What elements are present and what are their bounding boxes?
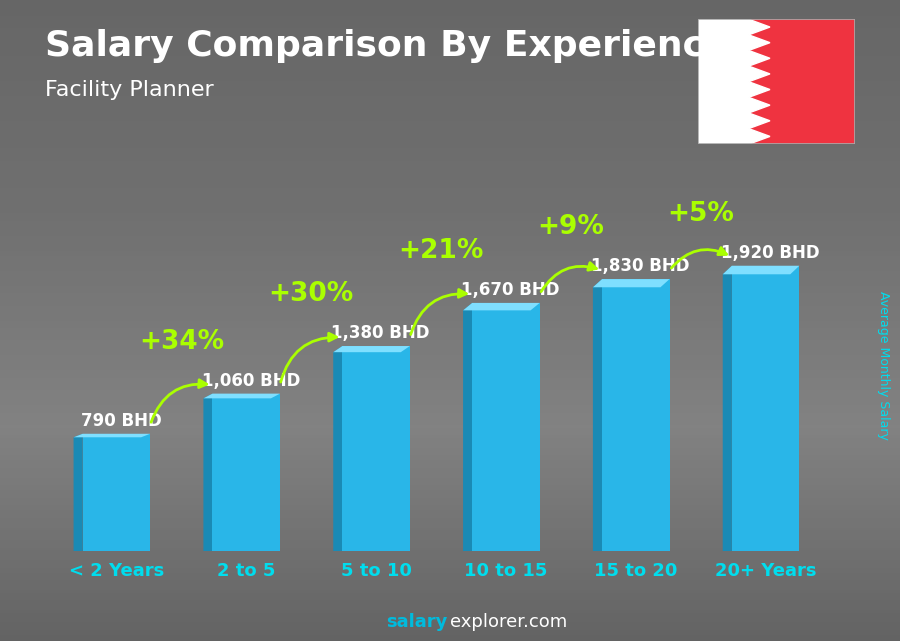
Polygon shape bbox=[203, 394, 280, 398]
Polygon shape bbox=[74, 434, 83, 551]
Polygon shape bbox=[464, 303, 472, 551]
Polygon shape bbox=[333, 346, 342, 551]
Polygon shape bbox=[723, 266, 732, 551]
Polygon shape bbox=[749, 51, 770, 66]
Bar bbox=[732, 266, 799, 551]
Polygon shape bbox=[74, 434, 150, 437]
Text: +34%: +34% bbox=[139, 329, 224, 355]
Polygon shape bbox=[464, 303, 540, 310]
Polygon shape bbox=[593, 279, 602, 551]
Polygon shape bbox=[749, 35, 770, 51]
Bar bbox=[212, 394, 280, 551]
Bar bbox=[83, 434, 150, 551]
Text: salary: salary bbox=[386, 613, 447, 631]
Text: 1,380 BHD: 1,380 BHD bbox=[331, 324, 430, 342]
Polygon shape bbox=[203, 394, 212, 551]
Bar bbox=[602, 279, 670, 551]
Text: 1,830 BHD: 1,830 BHD bbox=[591, 258, 689, 276]
Text: 1,920 BHD: 1,920 BHD bbox=[721, 244, 819, 262]
Text: +5%: +5% bbox=[667, 201, 734, 227]
Polygon shape bbox=[749, 129, 770, 144]
Polygon shape bbox=[723, 266, 799, 274]
Text: +9%: +9% bbox=[537, 215, 604, 240]
Polygon shape bbox=[333, 346, 410, 352]
Bar bbox=[698, 19, 749, 144]
Text: explorer.com: explorer.com bbox=[450, 613, 567, 631]
Polygon shape bbox=[749, 97, 770, 113]
Text: +21%: +21% bbox=[399, 238, 483, 264]
Text: Salary Comparison By Experience: Salary Comparison By Experience bbox=[45, 29, 728, 63]
Text: Facility Planner: Facility Planner bbox=[45, 80, 214, 100]
Text: Average Monthly Salary: Average Monthly Salary bbox=[878, 291, 890, 440]
Polygon shape bbox=[749, 19, 770, 35]
Polygon shape bbox=[593, 279, 670, 287]
Text: +30%: +30% bbox=[268, 281, 354, 308]
Bar bbox=[472, 303, 540, 551]
Bar bbox=[342, 346, 410, 551]
Text: 790 BHD: 790 BHD bbox=[81, 412, 161, 430]
Text: 1,060 BHD: 1,060 BHD bbox=[202, 372, 300, 390]
Polygon shape bbox=[749, 113, 770, 129]
Polygon shape bbox=[749, 66, 770, 81]
Polygon shape bbox=[749, 81, 770, 97]
Bar bbox=[749, 19, 855, 144]
Text: 1,670 BHD: 1,670 BHD bbox=[461, 281, 560, 299]
